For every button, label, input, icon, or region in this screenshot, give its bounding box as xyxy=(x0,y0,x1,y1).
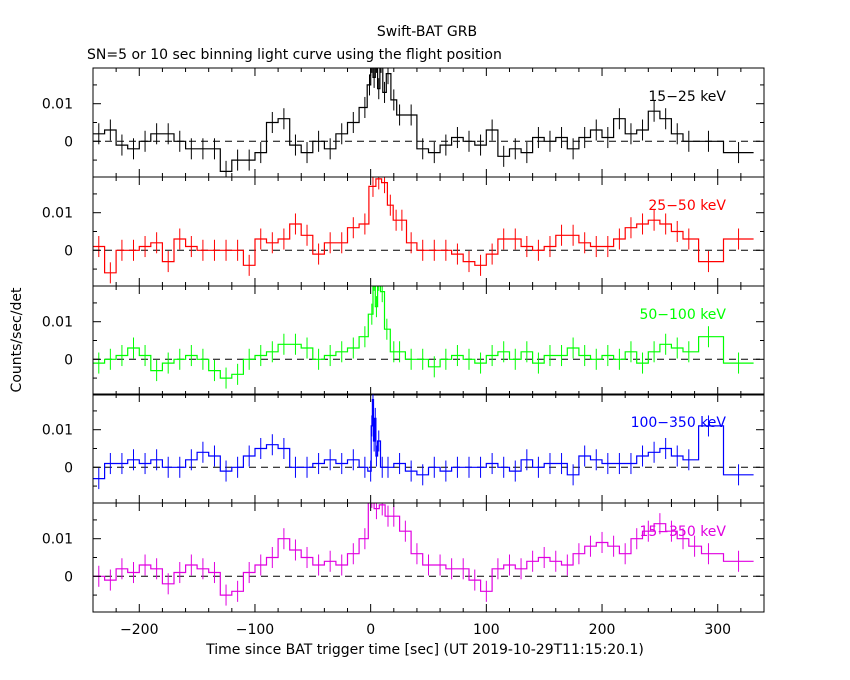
step-line xyxy=(93,178,754,274)
chart-subtitle: SN=5 or 10 sec binning light curve using… xyxy=(87,47,502,63)
y-tick-label: 0.01 xyxy=(42,97,73,113)
step-line xyxy=(93,503,754,596)
y-tick-label: 0 xyxy=(64,569,73,585)
x-tick-label: −200 xyxy=(120,622,158,638)
x-tick-label: 0 xyxy=(366,622,375,638)
panels-group: 0 0.01 15−25 keV 0 0.01 25−50 keV 0 0.01 50−100 … xyxy=(42,67,765,638)
band-label: 100−350 keV xyxy=(631,415,727,431)
x-tick-label: 200 xyxy=(589,622,616,638)
x-tick-label: 100 xyxy=(473,622,500,638)
panel: 0 0.01 15−350 keV −200 −100 0 100 200 300 xyxy=(42,502,765,638)
x-tick-label: 300 xyxy=(704,622,731,638)
series-15−25 keV xyxy=(93,68,754,177)
band-label: 25−50 keV xyxy=(648,198,726,214)
y-tick-label: 0.01 xyxy=(42,315,73,331)
panel: 0 0.01 100−350 keV xyxy=(42,393,765,504)
step-line xyxy=(93,68,754,172)
band-label: 50−100 keV xyxy=(639,307,726,323)
y-tick-label: 0.01 xyxy=(42,532,73,548)
series-15−350 keV xyxy=(93,503,754,606)
x-axis-label: Time since BAT trigger time [sec] (UT 20… xyxy=(205,642,644,658)
y-tick-label: 0.01 xyxy=(42,423,73,439)
series-100−350 keV xyxy=(93,394,754,490)
panel: 0 0.01 25−50 keV xyxy=(42,176,765,287)
series-50−100 keV xyxy=(93,286,754,389)
y-tick-label: 0 xyxy=(64,134,73,150)
band-label: 15−25 keV xyxy=(648,89,726,105)
panel: 0 0.01 50−100 keV xyxy=(42,285,765,396)
band-label: 15−350 keV xyxy=(639,524,726,540)
step-line xyxy=(93,286,754,379)
y-tick-label: 0 xyxy=(64,243,73,259)
y-tick-label: 0 xyxy=(64,352,73,368)
series-25−50 keV xyxy=(93,177,754,284)
panel-frame xyxy=(92,176,765,287)
panel: 0 0.01 15−25 keV xyxy=(42,67,765,178)
y-tick-label: 0.01 xyxy=(42,206,73,222)
x-tick-label: −100 xyxy=(236,622,274,638)
panel-frame xyxy=(92,285,765,396)
panel-frame xyxy=(92,67,765,178)
y-tick-label: 0 xyxy=(64,460,73,476)
y-axis-label: Counts/sec/det xyxy=(9,287,25,392)
step-line xyxy=(93,399,754,480)
chart-title: Swift-BAT GRB xyxy=(377,24,477,40)
